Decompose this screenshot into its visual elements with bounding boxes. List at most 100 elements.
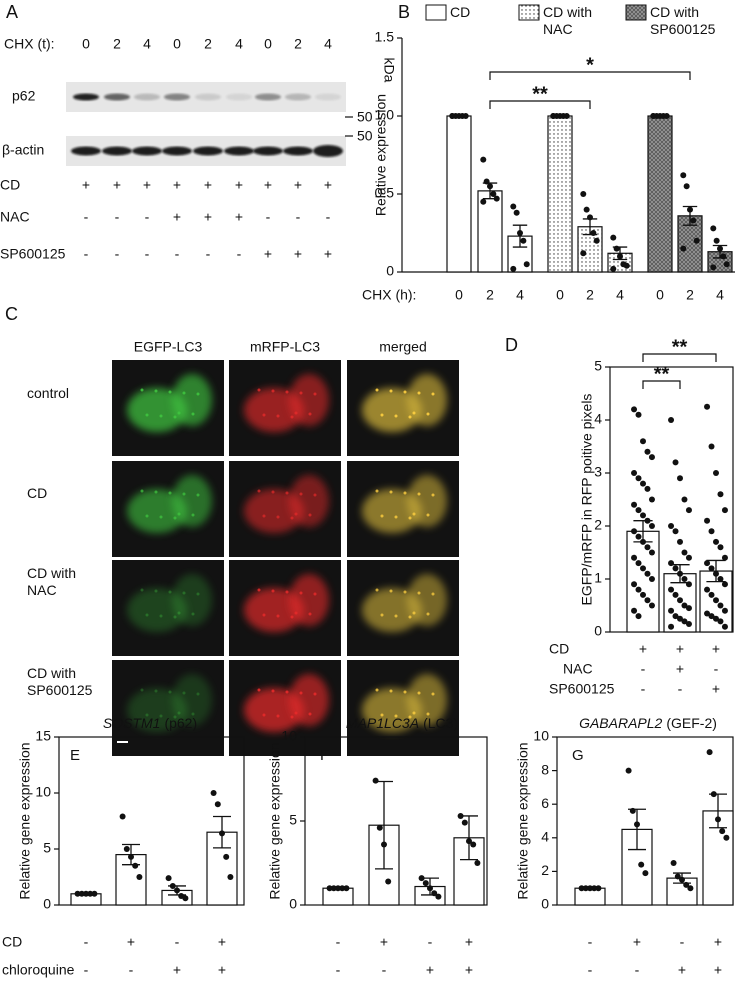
y-tick-label: 2	[541, 862, 549, 878]
data-point	[670, 860, 677, 866]
data-point	[708, 613, 715, 620]
data-point	[635, 533, 642, 540]
puncta	[389, 490, 393, 494]
condition-sign: -	[714, 661, 719, 677]
x-tick-label: 4	[716, 287, 724, 303]
condition-label: CD	[549, 641, 569, 657]
condition-sign: -	[84, 962, 89, 978]
data-point	[693, 237, 700, 244]
cell	[289, 475, 329, 527]
lane-label: 4	[143, 36, 151, 52]
legend-swatch	[425, 4, 447, 21]
data-point	[721, 554, 728, 561]
puncta	[394, 614, 398, 618]
data-point	[510, 203, 517, 210]
data-point	[182, 895, 189, 902]
data-point	[638, 861, 645, 868]
condition-sign: -	[84, 934, 89, 950]
lane-label: 0	[173, 36, 181, 52]
condition-sign: -	[175, 934, 180, 950]
blot-band	[283, 146, 313, 156]
condition-sign: -	[641, 681, 646, 697]
data-point	[704, 517, 711, 524]
puncta	[262, 514, 266, 518]
data-point	[644, 597, 651, 604]
puncta	[299, 391, 303, 395]
panel-letter: F	[320, 747, 329, 764]
y-axis-label: Relative gene expression	[267, 742, 283, 899]
puncta	[140, 388, 144, 392]
condition-sign: -	[129, 962, 134, 978]
significance-label: **	[672, 336, 688, 358]
blot-band	[132, 146, 162, 156]
chart-title-gene: MAP1LC3A	[346, 715, 419, 731]
cell	[362, 388, 422, 432]
error-bar	[460, 815, 478, 861]
puncta	[145, 413, 149, 417]
y-tick-label: 0	[386, 263, 394, 279]
y-axis-label: EGFP/mRFP in RFP poitive pixels	[579, 394, 595, 606]
puncta	[285, 690, 289, 694]
error-bar	[213, 815, 231, 849]
condition-sign: -	[145, 246, 150, 262]
condition-sign: +	[204, 209, 212, 225]
condition-sign: +	[714, 934, 722, 950]
chart-title: SQSTM1 (p62)	[103, 715, 197, 731]
y-axis-label: Relative gene expression	[515, 742, 531, 899]
data-point	[385, 878, 392, 885]
puncta	[412, 711, 416, 715]
data-point	[513, 209, 520, 216]
data-point	[717, 544, 724, 551]
condition-sign: +	[173, 962, 181, 978]
data-point	[422, 880, 429, 887]
blot-band	[164, 93, 190, 101]
data-point	[631, 406, 638, 413]
puncta	[285, 590, 289, 594]
y-tick-label: 2	[594, 517, 602, 533]
data-point	[119, 813, 126, 820]
error-bar	[582, 218, 598, 236]
puncta	[145, 713, 149, 717]
data-point	[593, 237, 600, 244]
panel-letter: C	[5, 304, 18, 324]
puncta	[168, 590, 172, 594]
column-header: merged	[379, 339, 426, 355]
condition-sign: -	[145, 209, 150, 225]
marker-label: 50	[357, 128, 373, 144]
error-bar	[670, 564, 690, 584]
condition-sign: -	[326, 209, 331, 225]
puncta	[375, 688, 379, 692]
data-point	[631, 528, 638, 535]
condition-sign: -	[206, 246, 211, 262]
condition-sign: +	[113, 177, 121, 193]
puncta	[140, 688, 144, 692]
puncta	[173, 715, 177, 719]
puncta	[299, 492, 303, 496]
data-point	[690, 217, 697, 224]
lane-label: 0	[82, 36, 90, 52]
condition-sign: +	[712, 641, 720, 657]
puncta	[196, 592, 200, 596]
puncta	[375, 588, 379, 592]
x-tick-label: 2	[686, 287, 694, 303]
y-tick-label: 1.5	[375, 29, 395, 45]
column-header: EGFP-LC3	[134, 339, 203, 355]
significance-label: **	[532, 83, 548, 105]
data-point	[681, 549, 688, 556]
condition-sign: +	[218, 962, 226, 978]
condition-sign: +	[426, 962, 434, 978]
data-point	[520, 237, 527, 244]
legend-swatch	[625, 4, 647, 21]
puncta	[182, 691, 186, 695]
puncta	[408, 715, 412, 719]
puncta	[191, 712, 195, 716]
data-point	[523, 261, 530, 268]
y-tick-label: 3	[594, 464, 602, 480]
error-bar	[512, 224, 528, 248]
blot-band	[313, 145, 343, 157]
y-tick-label: 5	[289, 812, 297, 828]
condition-sign: +	[324, 246, 332, 262]
condition-label: SP600125	[549, 681, 615, 697]
puncta	[285, 491, 289, 495]
